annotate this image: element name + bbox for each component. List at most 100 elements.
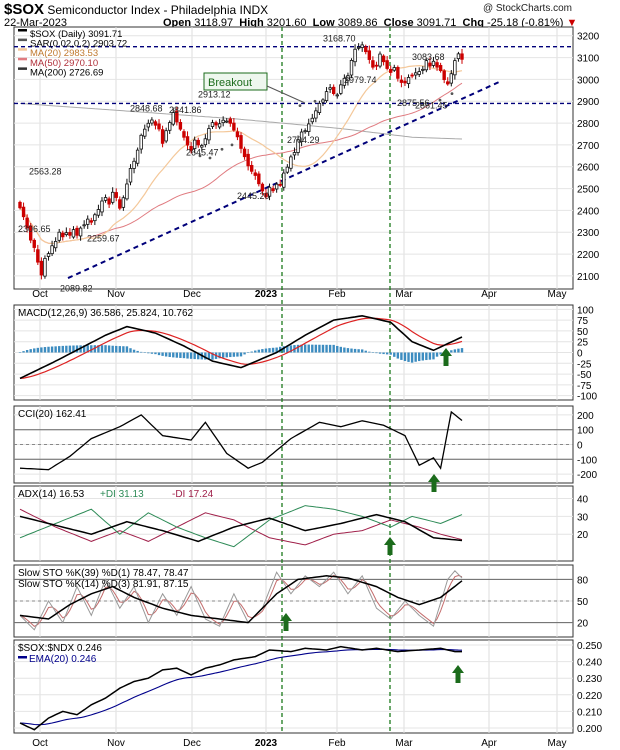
macd-histogram-bar [118, 346, 122, 353]
macd-histogram-bar [382, 352, 385, 355]
x-tick-label-upper: Oct [32, 289, 48, 300]
candle-body [143, 128, 147, 137]
candle-body [214, 122, 218, 126]
macd-histogram-bar [204, 352, 207, 360]
price-annotation: 2306.65 [18, 224, 51, 234]
macd-histogram-bar [22, 351, 25, 353]
candle-body [253, 172, 257, 176]
candle-body [274, 183, 279, 190]
x-tick-label-upper: Nov [107, 289, 125, 300]
macd-histogram-bar [418, 352, 421, 362]
sto-legend-14: Slow STO %K(14) %D(3) 81.91, 87.15 [18, 579, 189, 590]
macd-histogram-bar [143, 352, 146, 353]
adx-legend-adx: ADX(14) 16.53 [18, 489, 85, 500]
candle-body [217, 123, 222, 128]
macd-histogram-bar [207, 352, 211, 360]
macd-histogram-bar [339, 346, 343, 353]
candle-body [417, 71, 421, 75]
adx-legend-minus-di: -DI 17.24 [172, 489, 214, 500]
candle-body [396, 66, 400, 79]
sto39-k-line [19, 575, 463, 624]
macd-y-tick-label: -75 [577, 381, 592, 392]
price-annotation: 2089.82 [60, 284, 93, 294]
price-annotation: 2645.47 [186, 148, 219, 158]
candle-body [110, 191, 115, 203]
candle-body [192, 139, 197, 150]
high-value: 3201.60 [266, 17, 307, 29]
price-y-tick-label: 2200 [577, 250, 600, 261]
sar-dot [450, 92, 454, 95]
price-y-tick-label: 2600 [577, 163, 600, 174]
candle-body [121, 197, 126, 208]
price-legend-entry: MA(200) 2726.69 [30, 67, 103, 78]
x-tick-label-lower: Oct [32, 738, 48, 749]
x-tick-label-lower: May [548, 738, 567, 749]
macd-y-tick-label: -50 [577, 370, 592, 381]
price-annotation: 2841.86 [169, 105, 202, 115]
macd-histogram-bar [18, 352, 22, 353]
candle-body [460, 53, 464, 60]
ratio-y-tick-label: 0.250 [577, 641, 602, 652]
candle-body [18, 201, 22, 209]
green-up-arrow-icon [440, 348, 452, 366]
price-y-tick-label: 2400 [577, 206, 600, 217]
candle-body [385, 60, 389, 69]
macd-histogram-bar [182, 352, 186, 359]
candle-body [371, 60, 375, 68]
macd-histogram-bar [450, 350, 453, 353]
ratio-legend: $SOX:$NDX 0.246 [18, 643, 102, 654]
candle-body [82, 224, 86, 227]
price-legend-swatch [18, 29, 27, 32]
price-y-tick-label: 2700 [577, 141, 600, 152]
ratio-y-tick-label: 0.220 [577, 691, 602, 702]
macd-histogram-bar [261, 349, 264, 353]
candle-body [278, 184, 282, 186]
candle-body [21, 206, 26, 218]
candle-body [232, 122, 236, 131]
macd-histogram-bar [40, 347, 43, 353]
minus-di-line [19, 508, 463, 546]
candle-body [335, 94, 339, 97]
macd-histogram-bar [86, 345, 89, 353]
price-y-tick-label: 2500 [577, 185, 600, 196]
macd-histogram-bar [164, 352, 168, 357]
macd-histogram-bar [332, 344, 335, 353]
candle-body [96, 209, 101, 216]
macd-histogram-bar [296, 344, 300, 353]
price-legend-entry: SAR(0.02,0.2) 2903.72 [30, 39, 127, 50]
macd-histogram-bar [275, 347, 278, 353]
macd-histogram-bar [378, 352, 382, 354]
macd-histogram-bar [403, 352, 407, 362]
price-legend-swatch [18, 48, 27, 51]
macd-histogram-bar [303, 344, 307, 353]
macd-histogram-bar [47, 346, 50, 353]
candle-body [43, 258, 47, 277]
macd-histogram-bar [111, 345, 114, 353]
macd-histogram-bar [236, 352, 239, 357]
candle-body [292, 152, 297, 156]
sar-dot [198, 154, 202, 158]
macd-legend: MACD(12,26,9) 36.586, 25.824, 10.762 [18, 308, 194, 319]
macd-histogram-bar [453, 349, 457, 353]
ratio-ema-legend: EMA(20) 0.246 [29, 654, 97, 665]
macd-histogram-bar [61, 345, 64, 353]
candle-body [299, 131, 304, 143]
macd-histogram-bar [33, 348, 36, 353]
macd-histogram-bar [328, 344, 332, 353]
macd-histogram-bar [161, 352, 164, 356]
candle-body [310, 117, 314, 123]
macd-histogram-bar [68, 345, 72, 353]
macd-histogram-bar [368, 351, 371, 353]
macd-histogram-bar [186, 352, 189, 359]
macd-histogram-bar [189, 352, 193, 359]
candle-body [153, 121, 158, 126]
macd-histogram-bar [136, 350, 139, 353]
ratio-y-tick-label: 0.230 [577, 674, 602, 685]
macd-histogram-bar [175, 352, 179, 358]
macd-histogram-bar [425, 352, 428, 361]
candle-body [428, 62, 432, 67]
candle-body [324, 91, 329, 101]
macd-histogram-bar [25, 350, 29, 353]
candle-body [424, 60, 429, 71]
adx-y-tick-label: 40 [577, 495, 589, 506]
